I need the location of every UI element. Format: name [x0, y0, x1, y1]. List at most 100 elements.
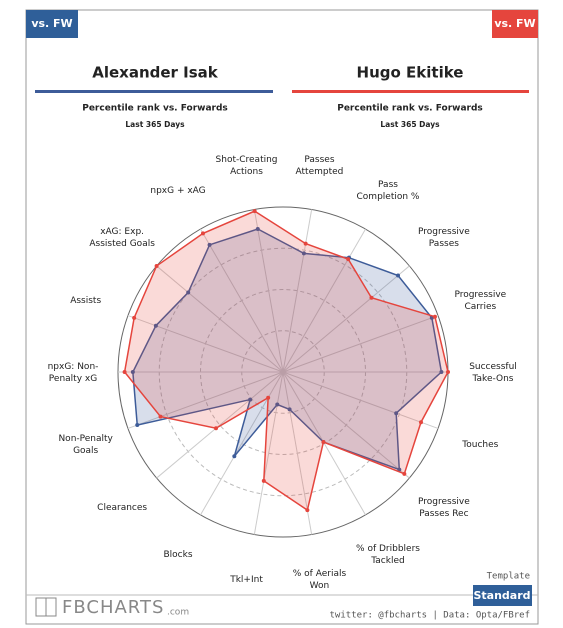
point: [402, 471, 407, 476]
player-name: Hugo Ekitike: [357, 64, 464, 82]
axis-label: Assists: [70, 296, 101, 306]
point: [207, 242, 212, 247]
axis-label: Blocks: [163, 549, 192, 559]
axis-label-line: Passes: [429, 239, 459, 249]
template-label: Template: [487, 572, 530, 582]
spoke: [156, 371, 284, 479]
spoke: [282, 209, 313, 373]
underline: [292, 90, 529, 93]
axis-label-line: Take-Ons: [472, 374, 514, 384]
point: [135, 423, 140, 428]
axis-label-line: Tackled: [370, 555, 404, 565]
point: [132, 315, 137, 320]
point: [321, 440, 326, 445]
point: [396, 273, 401, 278]
axis-label-line: Goals: [73, 445, 98, 455]
axis-label-line: % of Dribblers: [356, 543, 420, 553]
point: [154, 263, 159, 268]
template-value[interactable]: Standard: [473, 589, 530, 602]
badge-left: [26, 10, 78, 38]
badge-right: [492, 10, 538, 38]
point: [418, 420, 423, 425]
axis-label: Progressive Passes: [418, 227, 470, 249]
spoke: [282, 265, 410, 373]
point: [305, 508, 310, 513]
credit: twitter: @fbcharts | Data: Opta/FBref: [330, 611, 530, 621]
point: [303, 241, 308, 246]
template-button[interactable]: [473, 585, 532, 606]
axis-label-line: Progressive: [418, 496, 470, 506]
axis-label-line: Tkl+Int: [229, 574, 263, 584]
axis-label-line: Assisted Goals: [89, 239, 155, 249]
point: [261, 478, 266, 483]
axis-label: % of Aerials Won: [293, 568, 347, 590]
axis-label-line: Progressive: [454, 290, 506, 300]
logo: FBCHARTS: [62, 597, 164, 618]
axis-label-line: Attempted: [296, 167, 344, 177]
axis-label-line: Blocks: [163, 549, 192, 559]
subtitle: Percentile rank vs. Forwards: [82, 104, 228, 114]
axis-label-line: Completion %: [357, 192, 420, 202]
point: [214, 426, 219, 431]
axis-label: Passes Attempted: [296, 155, 344, 177]
point: [248, 397, 253, 402]
point: [153, 323, 158, 328]
badge-text: vs. FW: [494, 17, 535, 30]
axis-label-line: Passes: [304, 155, 334, 165]
point: [275, 402, 280, 407]
point: [346, 257, 351, 262]
period: Last 365 Days: [380, 120, 440, 129]
axis-label-line: Progressive: [418, 227, 470, 237]
spoke: [253, 209, 284, 373]
point: [432, 314, 437, 319]
axis-label: Clearances: [97, 502, 147, 512]
axis-label: Successful Take-Ons: [469, 362, 517, 384]
point: [200, 231, 205, 236]
axis-label: npxG: Non- Penalty xG: [48, 362, 99, 384]
axis-label-line: npxG + xAG: [150, 186, 205, 196]
spoke: [127, 371, 284, 429]
axis-label-line: Won: [310, 580, 330, 590]
axis-label-line: Shot-Creating: [216, 155, 278, 165]
point: [232, 454, 237, 459]
axis-label-line: Touches: [461, 439, 498, 449]
spoke: [282, 371, 439, 429]
point: [397, 467, 402, 472]
point: [394, 411, 399, 416]
point: [369, 295, 374, 300]
axis-label: Touches: [461, 439, 498, 449]
axis-label: Progressive Passes Rec: [418, 496, 470, 518]
spoke: [127, 315, 284, 373]
axis-label-line: npxG: Non-: [48, 362, 99, 372]
axis-label-line: Passes Rec: [419, 508, 468, 518]
axis-label-line: xAG: Exp.: [100, 227, 144, 237]
spoke: [200, 228, 284, 373]
point: [186, 290, 191, 295]
axis-label-line: Penalty xG: [49, 374, 97, 384]
axis-label-line: Clearances: [97, 502, 147, 512]
badge-text: vs. FW: [31, 17, 72, 30]
spoke: [200, 371, 284, 516]
axis-label: Pass Completion %: [357, 180, 420, 202]
point: [130, 370, 135, 374]
axis-label: Progressive Carries: [454, 290, 506, 312]
panel: [25, 9, 539, 625]
axis-label-line: Pass: [378, 180, 398, 190]
point: [252, 209, 257, 214]
point: [287, 407, 292, 412]
axis-label-line: Non-Penalty: [58, 433, 113, 443]
spoke: [156, 265, 284, 373]
axis-label: % of Dribblers Tackled: [356, 543, 420, 565]
point: [266, 395, 271, 400]
point: [301, 251, 306, 256]
spoke: [282, 315, 439, 373]
period: Last 365 Days: [125, 120, 185, 129]
radar: Shot-Creating Actions Passes Attempted Pass C…: [48, 155, 517, 591]
player-name: Alexander Isak: [92, 64, 219, 82]
axis-label: npxG + xAG: [150, 186, 205, 196]
underline: [35, 90, 273, 93]
spoke: [282, 228, 366, 373]
spoke: [253, 371, 284, 535]
subtitle: Percentile rank vs. Forwards: [337, 104, 483, 114]
